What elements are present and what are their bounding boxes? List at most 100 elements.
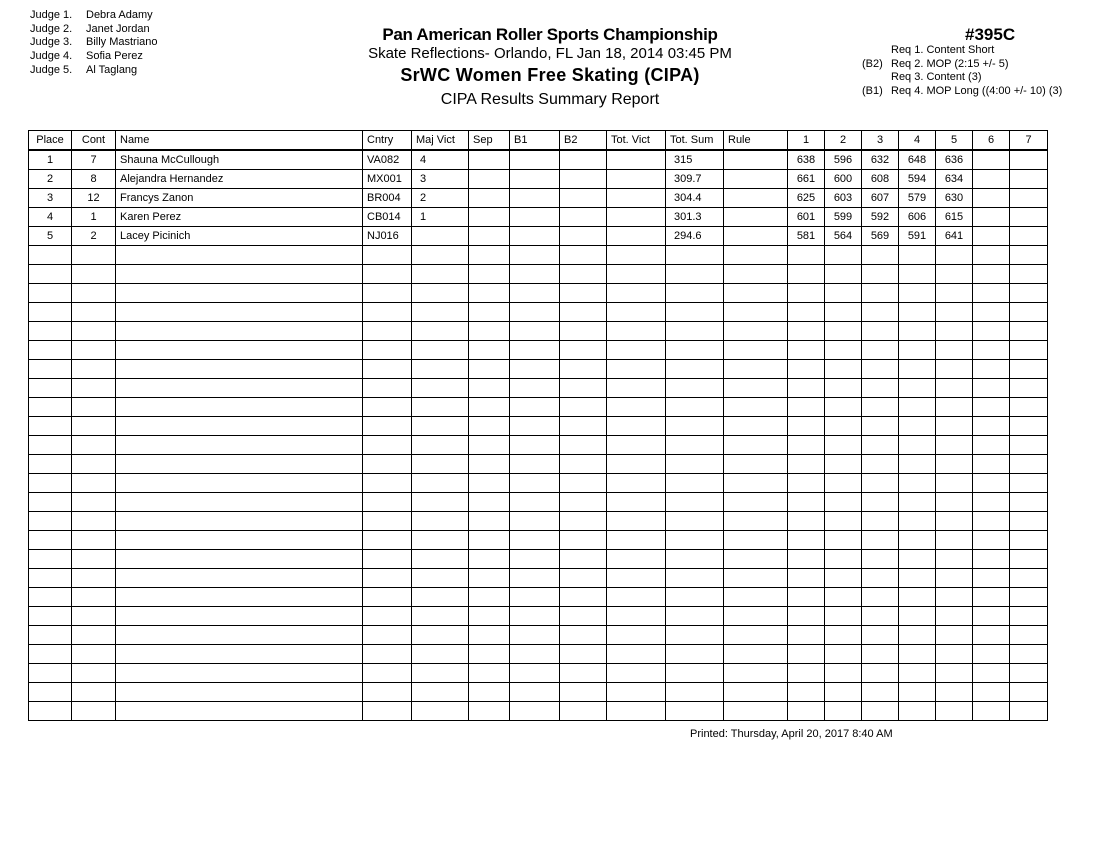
table-cell: [824, 568, 862, 588]
table-cell: [509, 149, 560, 170]
column-header: 3: [861, 130, 899, 151]
table-cell: [606, 530, 666, 550]
table-cell: [1009, 606, 1048, 626]
table-cell: [935, 663, 973, 683]
empty-row: [28, 378, 1048, 398]
table-cell: [665, 359, 724, 379]
event-number: #395C: [965, 25, 1016, 44]
table-cell: [606, 625, 666, 645]
table-cell: [411, 245, 469, 265]
table-cell: [723, 397, 788, 417]
table-cell: [468, 207, 510, 227]
table-cell: [606, 207, 666, 227]
table-cell: [665, 473, 724, 493]
table-cell: [606, 492, 666, 512]
table-cell: [824, 549, 862, 569]
table-cell: [787, 587, 825, 607]
table-cell: [606, 226, 666, 246]
table-cell: [28, 321, 72, 341]
table-cell: [468, 169, 510, 189]
table-cell: 607: [861, 188, 899, 208]
table-cell: [787, 606, 825, 626]
table-cell: [787, 644, 825, 664]
column-header: Tot. Sum: [665, 130, 724, 151]
empty-row: [28, 397, 1048, 417]
event-name: SrWC Women Free Skating (CIPA): [400, 65, 700, 85]
table-cell: [1009, 359, 1048, 379]
table-cell: [362, 245, 412, 265]
table-cell: [898, 606, 936, 626]
table-cell: [723, 530, 788, 550]
table-cell: [935, 473, 973, 493]
championship-title: Pan American Roller Sports Championship: [382, 25, 718, 44]
table-cell: [509, 378, 560, 398]
table-cell: [935, 625, 973, 645]
table-cell: [935, 568, 973, 588]
table-cell: [723, 245, 788, 265]
table-cell: [71, 359, 116, 379]
table-cell: [115, 606, 363, 626]
table-cell: [972, 416, 1010, 436]
table-cell: [559, 644, 607, 664]
table-cell: [509, 568, 560, 588]
table-cell: [972, 397, 1010, 417]
table-cell: [972, 226, 1010, 246]
table-cell: 4: [28, 207, 72, 227]
table-cell: [861, 549, 899, 569]
table-cell: [606, 378, 666, 398]
table-cell: [115, 245, 363, 265]
table-cell: [509, 169, 560, 189]
table-cell: [723, 149, 788, 170]
empty-row: [28, 454, 1048, 474]
table-cell: [362, 359, 412, 379]
table-cell: [28, 511, 72, 531]
table-cell: [468, 492, 510, 512]
table-cell: [509, 416, 560, 436]
table-cell: [71, 264, 116, 284]
table-cell: [972, 283, 1010, 303]
table-cell: [509, 207, 560, 227]
table-cell: [723, 321, 788, 341]
table-cell: [559, 511, 607, 531]
table-cell: [972, 606, 1010, 626]
table-cell: [411, 511, 469, 531]
table-cell: [606, 169, 666, 189]
table-cell: [972, 530, 1010, 550]
table-cell: [28, 568, 72, 588]
table-cell: [723, 207, 788, 227]
table-cell: [468, 549, 510, 569]
table-cell: 632: [861, 149, 899, 170]
table-cell: [362, 587, 412, 607]
table-cell: [723, 492, 788, 512]
table-cell: [935, 606, 973, 626]
table-cell: [411, 416, 469, 436]
table-cell: [559, 226, 607, 246]
table-cell: [935, 435, 973, 455]
table-cell: [972, 549, 1010, 569]
table-cell: [972, 245, 1010, 265]
table-cell: [935, 321, 973, 341]
table-cell: [559, 207, 607, 227]
table-cell: [787, 682, 825, 702]
table-cell: [362, 416, 412, 436]
report-title: CIPA Results Summary Report: [440, 91, 660, 108]
table-cell: [665, 587, 724, 607]
table-cell: 648: [898, 149, 936, 170]
table-cell: [1009, 473, 1048, 493]
table-cell: [1009, 340, 1048, 360]
table-cell: [606, 454, 666, 474]
judge-line: Judge 5. Al Taglang: [30, 63, 138, 76]
table-cell: [509, 587, 560, 607]
table-cell: [71, 378, 116, 398]
column-header: B1: [509, 130, 560, 151]
table-cell: [972, 207, 1010, 227]
table-cell: [559, 492, 607, 512]
table-cell: [972, 663, 1010, 683]
table-cell: [898, 663, 936, 683]
table-cell: [362, 340, 412, 360]
table-cell: [898, 587, 936, 607]
table-cell: 2: [411, 188, 469, 208]
table-cell: [71, 245, 116, 265]
table-cell: [1009, 663, 1048, 683]
table-cell: [787, 530, 825, 550]
